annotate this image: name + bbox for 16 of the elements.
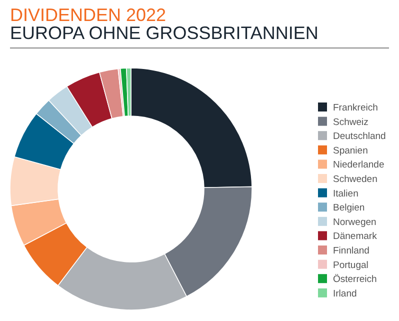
legend-label: Italien (333, 188, 358, 200)
legend-label: Schweiz (333, 116, 369, 128)
legend-label: Finnland (333, 246, 370, 256)
legend-label: Deutschland (333, 131, 386, 142)
legend-label: Portugal (333, 260, 368, 271)
legend-label: Frankreich (333, 102, 378, 114)
legend-label: Niederlande (333, 160, 384, 171)
legend-label: Dänemark (333, 231, 378, 242)
legend-label: Spanien (333, 145, 368, 156)
legend-label: Irland (333, 288, 357, 300)
legend-label: Belgien (333, 202, 365, 214)
chart-title: DIVIDENDEN 2022 (10, 5, 166, 25)
legend-label: Österreich (333, 274, 377, 286)
legend-label: Schweden (333, 174, 378, 185)
chart-subtitle: EUROPA OHNE GROSSBRITANNIEN (10, 23, 318, 43)
legend-label: Norwegen (333, 216, 376, 228)
